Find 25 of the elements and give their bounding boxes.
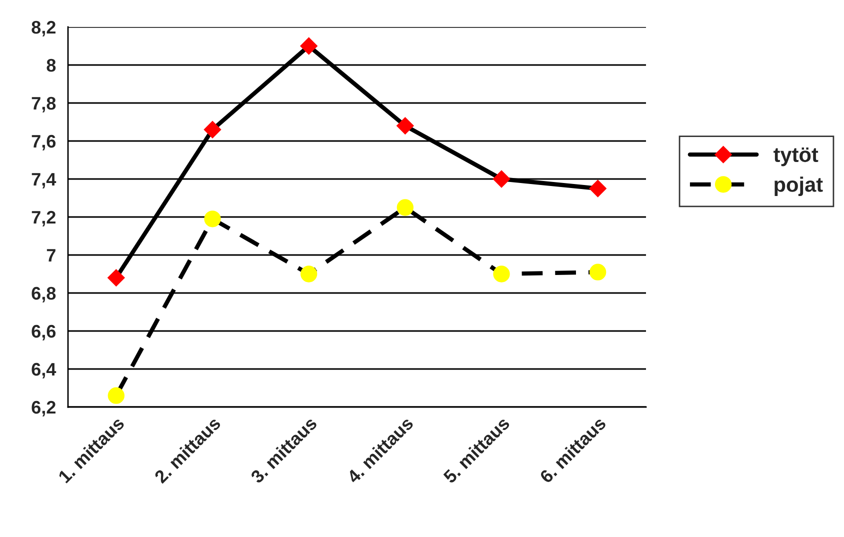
point (108, 387, 124, 404)
legend-label: tytöt (774, 147, 818, 166)
point (108, 269, 125, 286)
y-tick-label: 7 (46, 249, 56, 262)
y-tick-label: 8,2 (32, 20, 56, 36)
y-tick-label: 7,6 (32, 134, 56, 150)
y-tick-label: 8 (46, 58, 56, 72)
point (204, 121, 222, 138)
y-tick-label: 6,8 (32, 286, 56, 302)
point (493, 266, 510, 282)
legend-label: pojat (774, 176, 823, 196)
point (204, 210, 221, 228)
y-tick-label: 7,8 (32, 96, 56, 112)
y-tick-label: 7,2 (32, 210, 56, 226)
point (396, 199, 414, 216)
point (300, 266, 318, 282)
point (589, 180, 606, 198)
point (492, 170, 510, 188)
y-tick-label: 6,6 (32, 324, 56, 340)
point (300, 37, 318, 55)
y-tick-label: 6,4 (32, 362, 56, 378)
point (396, 117, 414, 134)
y-tick-label: 6,2 (32, 400, 56, 416)
y-tick-label: 7,4 (32, 173, 56, 188)
point (590, 264, 606, 280)
